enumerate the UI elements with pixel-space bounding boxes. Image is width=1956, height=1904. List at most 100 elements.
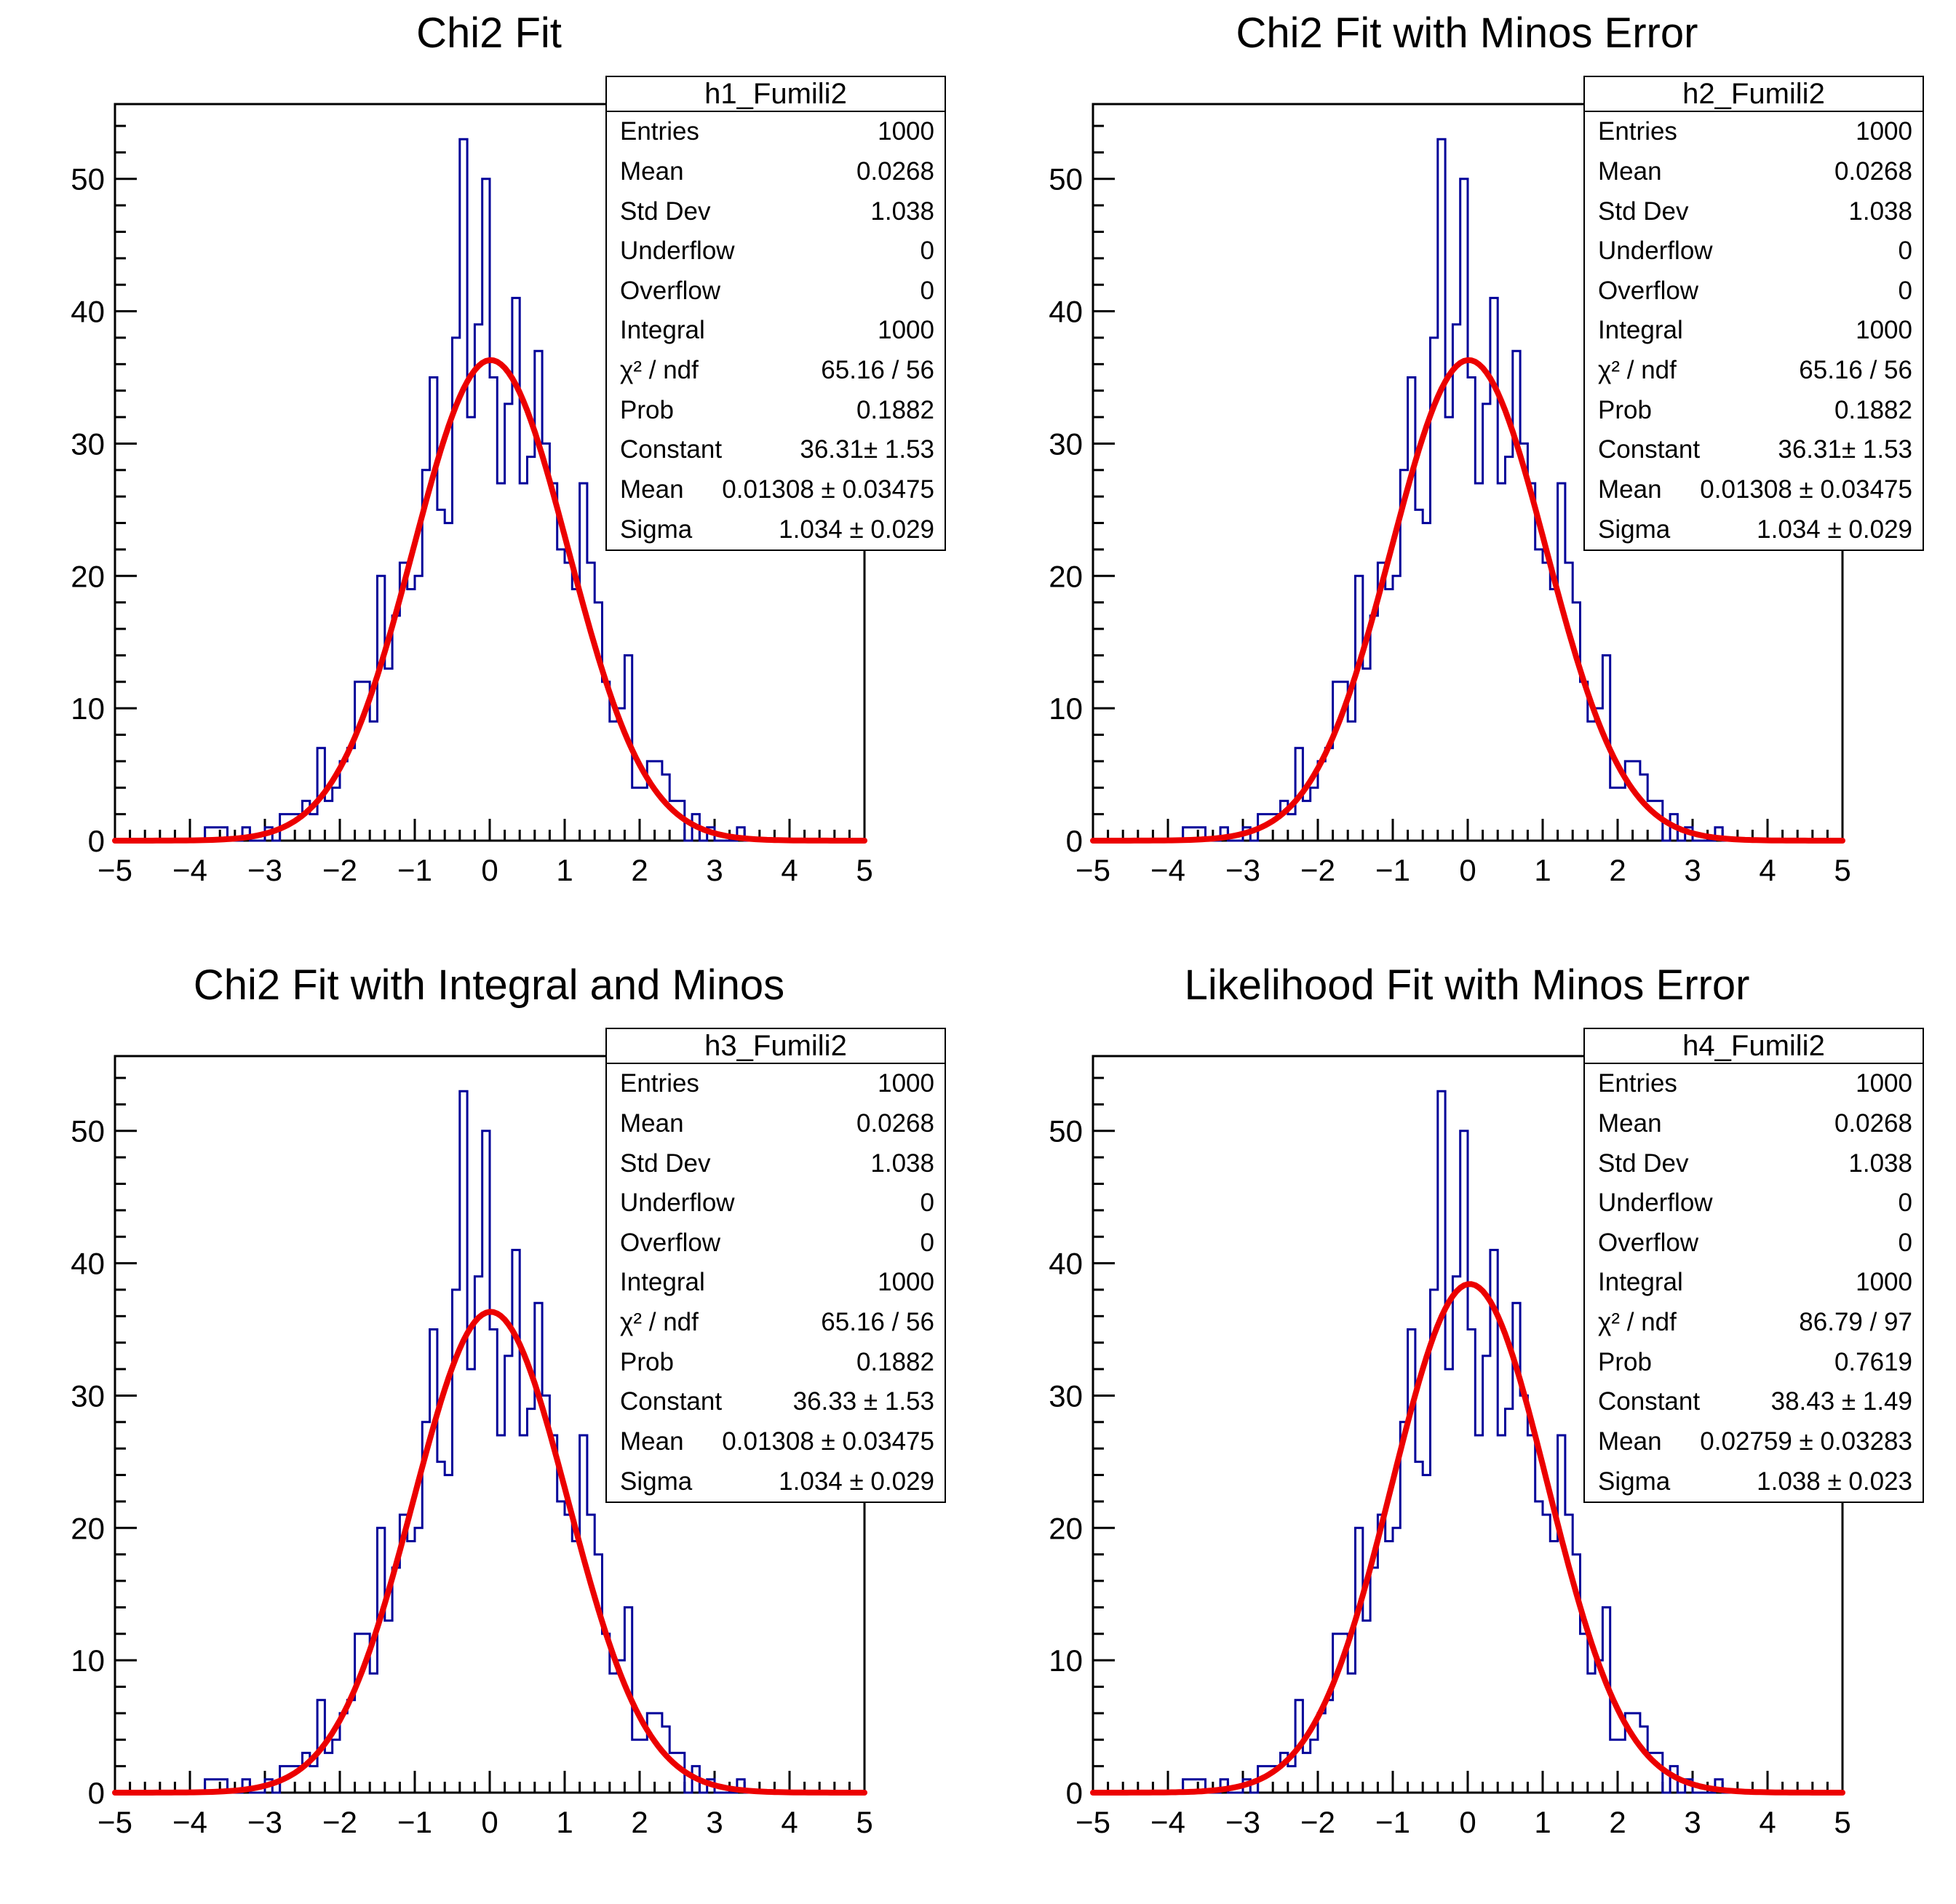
stats-row-label: Overflow <box>1598 276 1699 305</box>
y-tick-label: 10 <box>71 691 105 726</box>
x-tick-label: 4 <box>781 853 798 887</box>
x-tick-label: −1 <box>397 1805 432 1839</box>
y-tick-label: 10 <box>71 1643 105 1678</box>
x-tick-label: 3 <box>1684 1805 1701 1839</box>
stats-row: Overflow 0 <box>1585 1229 1923 1258</box>
stats-box[interactable]: h3_Fumili2 Entries 1000 Mean 0.0268 Std Dev 1… <box>605 1028 946 1503</box>
stats-row-label: Constant <box>1598 435 1701 464</box>
x-tick-label: −2 <box>322 1805 357 1839</box>
y-tick-label: 20 <box>71 1511 105 1545</box>
stats-row-label: Sigma <box>1598 1467 1671 1496</box>
stats-row-value: 65.16 / 56 <box>821 356 934 385</box>
pad-chi2-fit-integral-minos[interactable]: −5 −4 −3 −2 −1 0 1 2 3 4 5 0 10 20 30 40 50 Chi2 Fit wit… <box>0 952 978 1904</box>
stats-row-value: 0.7619 <box>1834 1347 1912 1376</box>
x-tick-label: 5 <box>856 853 872 887</box>
y-tick-label: 20 <box>1049 559 1083 593</box>
stats-rows: Entries 1000 Mean 0.0268 Std Dev 1.038 Underfl… <box>1585 1064 1923 1502</box>
stats-row: χ² / ndf 86.79 / 97 <box>1585 1308 1923 1337</box>
y-tick-label: 20 <box>71 559 105 593</box>
x-tick-label: −1 <box>397 853 432 887</box>
x-tick-label: −2 <box>322 853 357 887</box>
stats-row: Constant 36.31± 1.53 <box>607 435 945 464</box>
stats-row-label: Mean <box>1598 475 1662 504</box>
stats-row-label: Overflow <box>1598 1228 1699 1257</box>
plot-area[interactable]: −5 −4 −3 −2 −1 0 1 2 3 4 5 0 10 20 30 40 50 <box>0 0 978 952</box>
y-tick-label: 50 <box>71 162 105 197</box>
stats-row-label: Integral <box>620 316 705 345</box>
x-tick-label: 0 <box>481 853 498 887</box>
stats-row-value: 38.43 ± 1.49 <box>1770 1387 1912 1416</box>
x-tick-label: −4 <box>1150 853 1185 887</box>
x-tick-label: −3 <box>1225 853 1260 887</box>
panel-title: Chi2 Fit <box>416 9 562 57</box>
stats-row-label: Integral <box>620 1268 705 1297</box>
x-tick-label: 4 <box>1759 1805 1776 1839</box>
plot-area[interactable]: −5 −4 −3 −2 −1 0 1 2 3 4 5 0 10 20 30 40 50 <box>0 952 978 1904</box>
panel-title: Chi2 Fit with Minos Error <box>1236 9 1698 57</box>
stats-row-value: 1.034 ± 0.029 <box>779 1467 934 1496</box>
stats-row-label: Underflow <box>1598 237 1713 266</box>
stats-row: Integral 1000 <box>607 316 945 345</box>
stats-row-value: 0 <box>920 1228 934 1257</box>
stats-row: Entries 1000 <box>607 117 945 146</box>
fit-curve <box>1090 357 1845 844</box>
stats-row: Mean 0.01308 ± 0.03475 <box>607 475 945 504</box>
y-tick-label: 40 <box>1049 1247 1083 1281</box>
stats-box[interactable]: h2_Fumili2 Entries 1000 Mean 0.0268 Std Dev 1… <box>1583 76 1924 551</box>
stats-box[interactable]: h1_Fumili2 Entries 1000 Mean 0.0268 Std Dev 1… <box>605 76 946 551</box>
stats-row-label: χ² / ndf <box>620 1308 699 1337</box>
x-tick-label: 2 <box>1609 1805 1626 1839</box>
y-tick-label: 40 <box>71 295 105 329</box>
x-tick-label: −2 <box>1300 853 1335 887</box>
x-tick-label: −4 <box>172 1805 207 1839</box>
stats-row: Integral 1000 <box>1585 316 1923 345</box>
stats-row-value: 1000 <box>1856 316 1912 345</box>
stats-row-label: Entries <box>1598 117 1677 146</box>
y-tick-label: 0 <box>1066 824 1083 858</box>
x-tick-label: −5 <box>1076 1805 1110 1839</box>
stats-row-label: Underflow <box>620 1189 735 1218</box>
stats-row: χ² / ndf 65.16 / 56 <box>607 1308 945 1337</box>
plot-area[interactable]: −5 −4 −3 −2 −1 0 1 2 3 4 5 0 10 20 30 40 50 <box>978 0 1956 952</box>
fit-curve <box>112 1309 867 1796</box>
stats-row-label: Std Dev <box>620 1149 711 1178</box>
stats-row-value: 1000 <box>878 117 934 146</box>
x-tick-label: 0 <box>1459 853 1476 887</box>
stats-row-value: 1000 <box>878 316 934 345</box>
stats-row-value: 65.16 / 56 <box>821 1308 934 1337</box>
x-tick-label: 1 <box>1534 853 1551 887</box>
x-tick-label: 1 <box>556 853 573 887</box>
stats-row-label: Entries <box>1598 1069 1677 1098</box>
stats-row-value: 0.0268 <box>856 156 934 186</box>
pad-chi2-fit-minos[interactable]: −5 −4 −3 −2 −1 0 1 2 3 4 5 0 10 20 30 40 50 Chi2 Fit wit… <box>978 0 1956 952</box>
stats-row: Entries 1000 <box>607 1069 945 1098</box>
stats-row-value: 36.31± 1.53 <box>800 435 934 464</box>
pad-chi2-fit[interactable]: −5 −4 −3 −2 −1 0 1 2 3 4 5 0 10 20 30 40 50 Chi2 Fit h1_… <box>0 0 978 952</box>
stats-row-label: Integral <box>1598 1268 1683 1297</box>
stats-row-value: 1.034 ± 0.029 <box>779 515 934 544</box>
stats-row-label: Std Dev <box>1598 1149 1689 1178</box>
y-tick-label: 0 <box>88 824 105 858</box>
x-tick-label: −3 <box>1225 1805 1260 1839</box>
stats-title: h2_Fumili2 <box>1585 77 1923 112</box>
stats-row-value: 0.1882 <box>856 1347 934 1376</box>
stats-row-value: 0.1882 <box>1834 395 1912 424</box>
stats-row: Prob 0.1882 <box>1585 396 1923 425</box>
y-tick-label: 50 <box>1049 162 1083 197</box>
stats-row: Mean 0.0268 <box>1585 157 1923 186</box>
stats-row: Mean 0.0268 <box>607 1109 945 1138</box>
stats-row-label: Sigma <box>620 1467 693 1496</box>
stats-row: Constant 36.33 ± 1.53 <box>607 1387 945 1416</box>
stats-row: Mean 0.01308 ± 0.03475 <box>607 1427 945 1456</box>
stats-row-label: Constant <box>620 435 723 464</box>
stats-row: Underflow 0 <box>1585 1189 1923 1218</box>
x-tick-label: −5 <box>1076 853 1110 887</box>
stats-box[interactable]: h4_Fumili2 Entries 1000 Mean 0.0268 Std Dev 1… <box>1583 1028 1924 1503</box>
stats-row-value: 65.16 / 56 <box>1799 356 1912 385</box>
pad-likelihood-fit-minos[interactable]: −5 −4 −3 −2 −1 0 1 2 3 4 5 0 10 20 30 40 50 Likelihood F… <box>978 952 1956 1904</box>
x-tick-label: 3 <box>1684 853 1701 887</box>
stats-row-label: Entries <box>620 1069 699 1098</box>
stats-row-label: Mean <box>620 1108 684 1138</box>
stats-row-value: 0.01308 ± 0.03475 <box>722 1427 934 1456</box>
